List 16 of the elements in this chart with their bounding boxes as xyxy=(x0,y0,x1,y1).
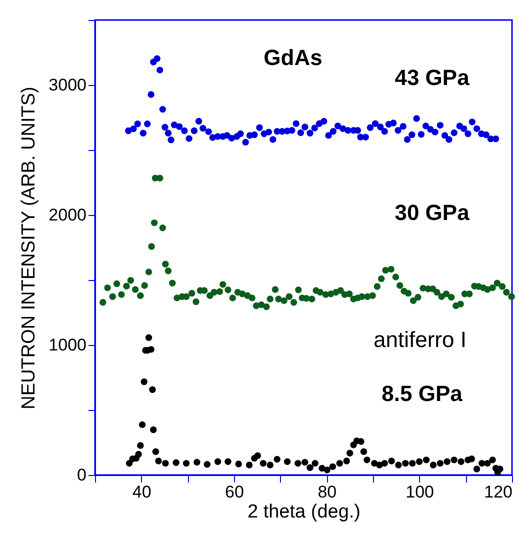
x-tick-label: 120 xyxy=(484,482,512,502)
annotation: antiferro I xyxy=(374,327,466,352)
x-tick-label: 80 xyxy=(318,482,337,502)
x-tick-label: 100 xyxy=(406,482,434,502)
series-label: 30 GPa xyxy=(394,200,470,225)
annotation: GdAs xyxy=(264,45,322,70)
x-tick-label: 40 xyxy=(132,482,152,502)
y-tick-label: 2000 xyxy=(48,206,86,224)
series-label: 43 GPa xyxy=(394,65,470,90)
x-tick-label: 60 xyxy=(225,482,244,502)
y-tick-label: 1000 xyxy=(48,336,86,354)
series-label: 8.5 GPa xyxy=(382,381,464,406)
y-tick-label: 0 xyxy=(77,466,86,484)
x-axis-title: 2 theta (deg.) xyxy=(247,502,361,522)
y-axis-title: NEUTRON INTENSITY (ARB. UNITS) xyxy=(18,86,40,410)
y-tick-label: 3000 xyxy=(48,76,86,94)
